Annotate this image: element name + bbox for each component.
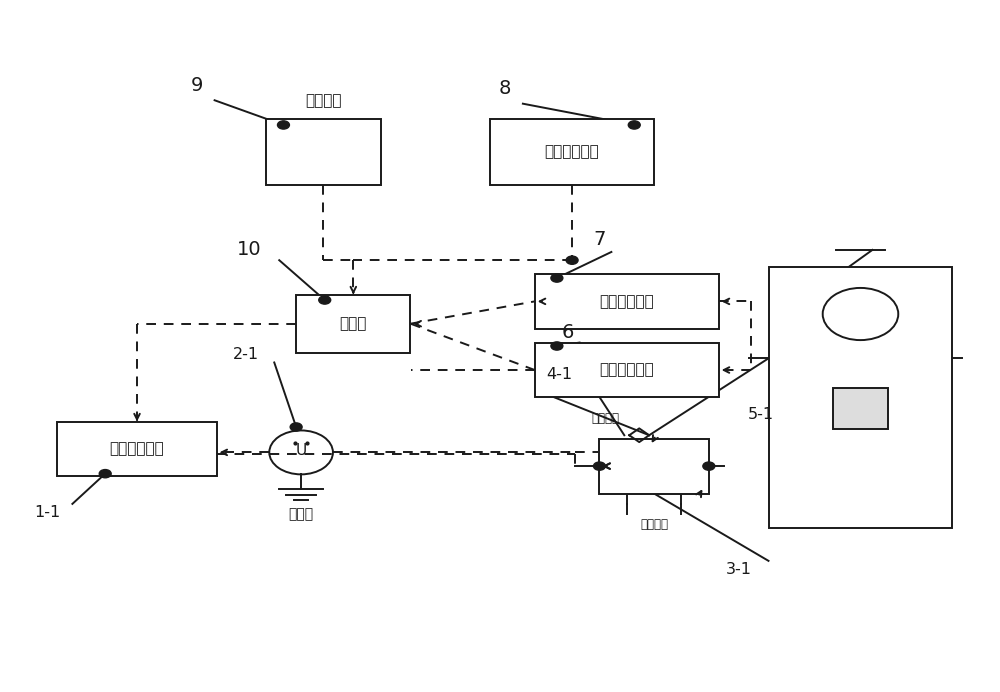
Circle shape — [551, 342, 563, 350]
Circle shape — [551, 274, 563, 282]
Circle shape — [593, 462, 605, 471]
Bar — [57, 421, 217, 476]
Text: 7: 7 — [593, 230, 606, 249]
Text: U: U — [295, 443, 307, 458]
Text: 6: 6 — [561, 322, 574, 342]
Text: 占空比控制器: 占空比控制器 — [110, 441, 164, 457]
Bar — [599, 439, 709, 493]
Text: 1-1: 1-1 — [34, 504, 61, 520]
Text: 速度闭环控制: 速度闭环控制 — [545, 145, 599, 160]
Circle shape — [703, 462, 715, 471]
Text: 4-1: 4-1 — [547, 367, 573, 383]
Text: 2-1: 2-1 — [233, 347, 259, 362]
Text: 电压源: 电压源 — [289, 507, 314, 521]
Bar — [535, 274, 719, 329]
Circle shape — [99, 470, 111, 477]
Text: 8: 8 — [499, 79, 511, 98]
Bar — [833, 388, 888, 429]
Text: 10: 10 — [237, 240, 262, 260]
Bar — [535, 343, 719, 397]
Bar — [266, 120, 381, 185]
Circle shape — [290, 423, 302, 431]
Text: 控制器: 控制器 — [340, 316, 367, 331]
Text: 5-1: 5-1 — [747, 407, 774, 422]
Circle shape — [319, 296, 331, 304]
Text: 压力传感系统: 压力传感系统 — [599, 294, 654, 309]
Bar — [490, 120, 654, 185]
Bar — [769, 267, 952, 528]
Text: 位移传感系统: 位移传感系统 — [599, 363, 654, 378]
Text: 9: 9 — [191, 75, 203, 95]
Text: 低压回路: 低压回路 — [640, 518, 668, 531]
Bar — [296, 295, 410, 353]
Circle shape — [566, 256, 578, 264]
Text: 3-1: 3-1 — [726, 562, 752, 576]
Circle shape — [628, 121, 640, 129]
Text: 控制信号: 控制信号 — [305, 93, 342, 108]
Circle shape — [277, 121, 289, 129]
Text: 高压回路: 高压回路 — [591, 412, 619, 425]
